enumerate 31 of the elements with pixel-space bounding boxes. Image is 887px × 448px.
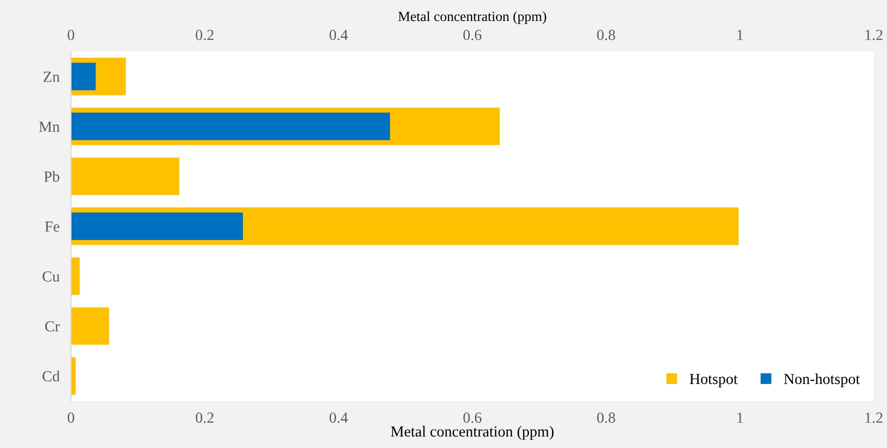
x2-tick-label: 0.4 [330,30,348,40]
x2-tick-label: 1.2 [865,30,882,40]
y-tick-label: Cu [42,271,60,282]
legend-label: Hotspot [690,374,738,388]
x2-tick-label: 0 [68,30,74,40]
x-tick-label: 1.2 [865,412,882,423]
x2-tick-label: 0.2 [196,30,214,40]
x2-tick-label: 0.8 [597,30,616,40]
x-axis-title: Metal concentration (ppm) [390,426,554,440]
y-tick-label: Mn [39,122,60,132]
legend-label: Non-hotspot [784,373,860,388]
bar [70,307,110,345]
bar [70,158,180,196]
y-tick-label: Pb [44,171,60,182]
y-tick-label: Zn [44,72,60,82]
bar [70,112,390,140]
x-tick-label: 0.4 [330,412,348,423]
bar [70,62,96,90]
x-tick-label: 0 [68,412,74,423]
y-tick-label: Fe [45,222,60,232]
x-tick-label: 1 [737,412,743,423]
x-tick-label: 0.8 [597,412,616,423]
bar [70,212,243,240]
y-tick-label: Cr [45,321,60,332]
x2-tick-label: 1 [737,30,743,40]
x2-axis-title: Metal concentration (ppm) [398,11,546,24]
y-tick-label: Cd [42,370,60,382]
x-tick-label: 0.6 [463,412,482,423]
x2-tick-label: 0.6 [463,30,482,40]
x-tick-label: 0.2 [196,412,214,423]
bar [70,257,80,295]
